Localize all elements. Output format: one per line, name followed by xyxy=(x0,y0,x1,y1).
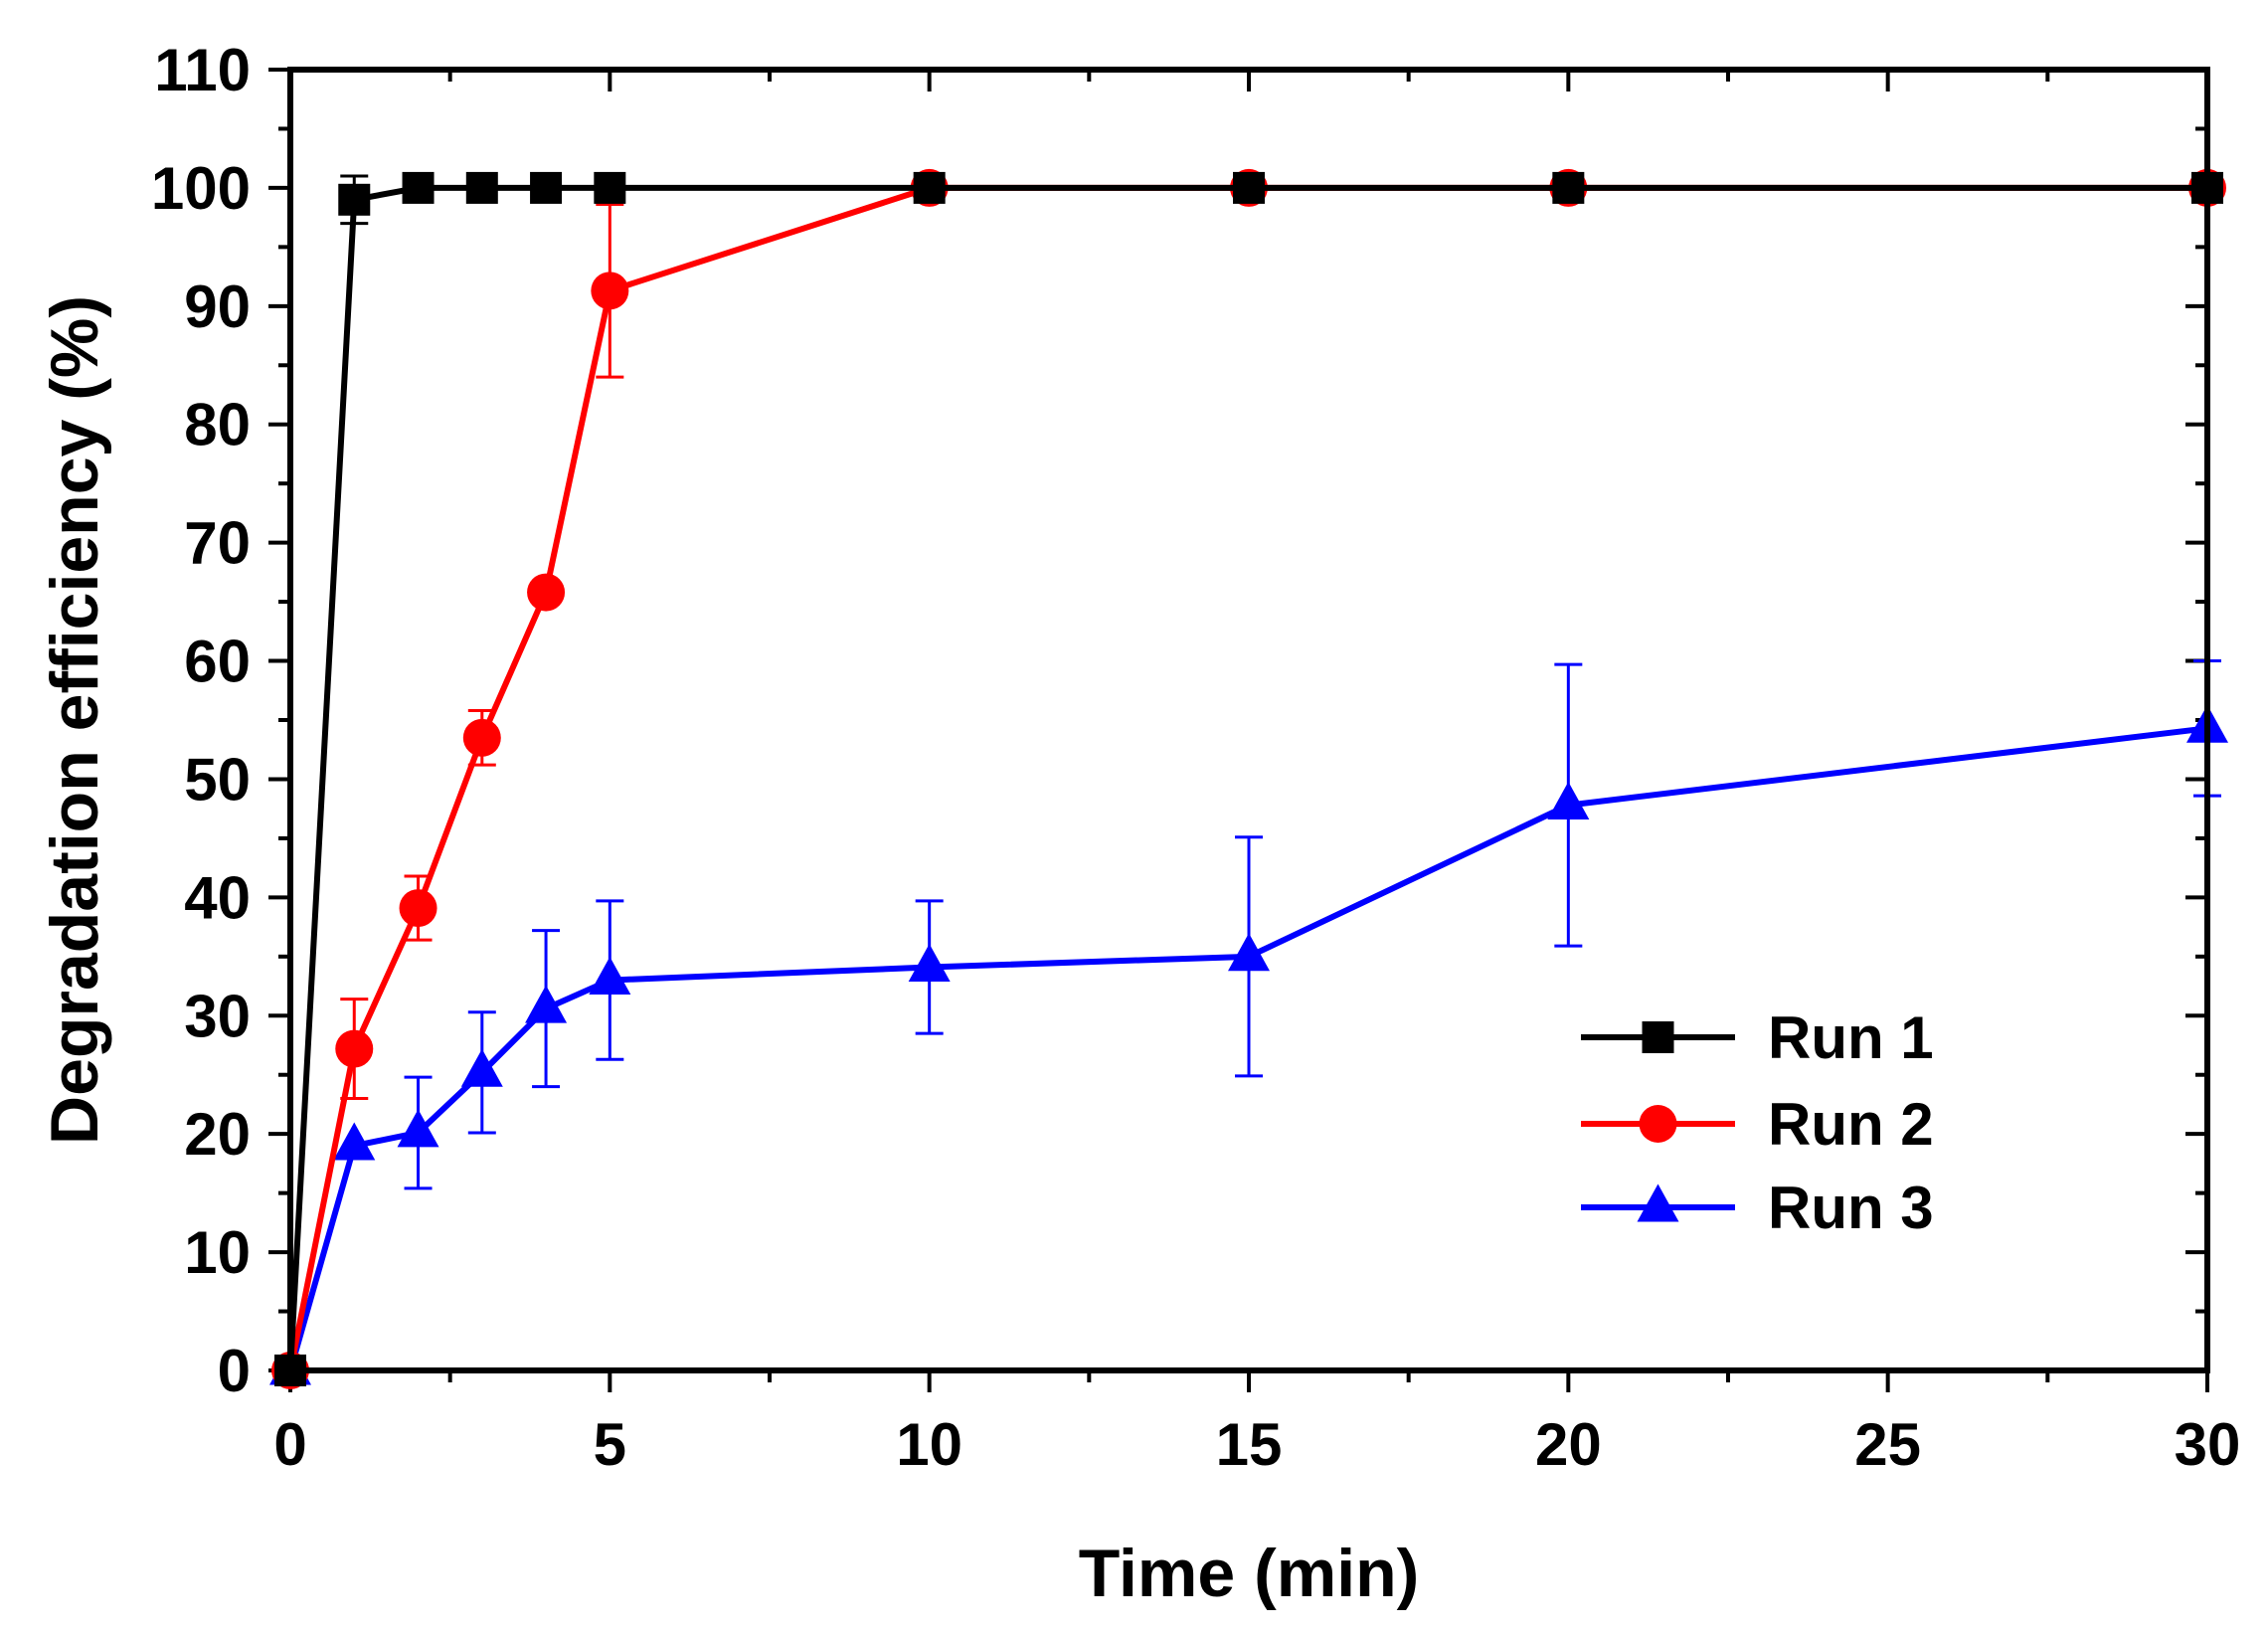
legend-marker-run-3 xyxy=(1637,1183,1679,1222)
run-2-point xyxy=(462,718,501,757)
run-2-point xyxy=(527,573,566,612)
y-tick-label: 60 xyxy=(184,629,251,695)
y-tick-label: 110 xyxy=(154,37,251,103)
run-1-point xyxy=(913,171,946,204)
legend-marker-run-1 xyxy=(1642,1021,1674,1053)
run-1-point xyxy=(594,171,626,204)
run-3-point xyxy=(908,943,951,982)
legend-run-3-symbol xyxy=(1637,1183,1679,1222)
run-1-point xyxy=(1552,171,1585,204)
x-tick-label: 20 xyxy=(1535,1411,1602,1478)
legend-label-run-3: Run 3 xyxy=(1768,1175,1934,1241)
y-tick-label: 70 xyxy=(184,510,251,577)
y-tick-label: 50 xyxy=(184,746,251,813)
legend-marker-run-2 xyxy=(1639,1105,1677,1143)
x-tick-label: 10 xyxy=(896,1411,962,1478)
run-3-point xyxy=(589,957,631,996)
y-tick-label: 90 xyxy=(184,273,251,340)
run-1-point xyxy=(465,171,498,204)
legend-run-2-symbol xyxy=(1639,1105,1677,1143)
run-3-point xyxy=(397,1109,439,1148)
y-axis-title: Degradation efficiency (%) xyxy=(37,295,112,1145)
y-tick-label: 30 xyxy=(184,983,251,1049)
run-1-point xyxy=(338,183,371,216)
tick-labels: 0 5 10 15 20 25 30 0 10 20 30 40 50 60 70 80 90 100 110 xyxy=(151,37,2240,1478)
x-tick-label: 5 xyxy=(594,1411,626,1478)
legend: Run 1 Run 2 Run 3 xyxy=(1581,1004,1934,1241)
run-2-point xyxy=(335,1029,374,1068)
legend-label-run-2: Run 2 xyxy=(1768,1091,1934,1158)
y-tick-label: 0 xyxy=(218,1338,251,1404)
run-3-point xyxy=(333,1122,376,1161)
legend-run-1-symbol xyxy=(1642,1021,1674,1053)
run-1-line xyxy=(287,184,2207,1371)
x-tick-label: 30 xyxy=(2175,1411,2241,1478)
run-1-point xyxy=(402,171,435,204)
run-1-point xyxy=(1233,171,1265,204)
run-3-point xyxy=(1228,933,1270,972)
y-tick-label: 100 xyxy=(151,155,251,222)
run-3-point xyxy=(1547,782,1590,820)
run-3-point xyxy=(525,985,568,1023)
x-tick-label: 25 xyxy=(1854,1411,1921,1478)
y-tick-label: 80 xyxy=(184,392,251,458)
run-3-point xyxy=(460,1048,503,1087)
run-2-point xyxy=(591,272,629,310)
y-tick-label: 40 xyxy=(184,864,251,931)
plot-frame xyxy=(287,67,2210,1373)
y-tick-label: 20 xyxy=(184,1101,251,1168)
x-tick-label: 0 xyxy=(273,1411,306,1478)
legend-label-run-1: Run 1 xyxy=(1768,1004,1934,1071)
run-2-point xyxy=(399,889,437,928)
x-axis-title: Time (min) xyxy=(1079,1536,1420,1611)
run-1-point xyxy=(530,171,563,204)
x-tick-label: 15 xyxy=(1216,1411,1283,1478)
run-3-line xyxy=(287,725,2208,1371)
y-tick-label: 10 xyxy=(184,1219,251,1286)
